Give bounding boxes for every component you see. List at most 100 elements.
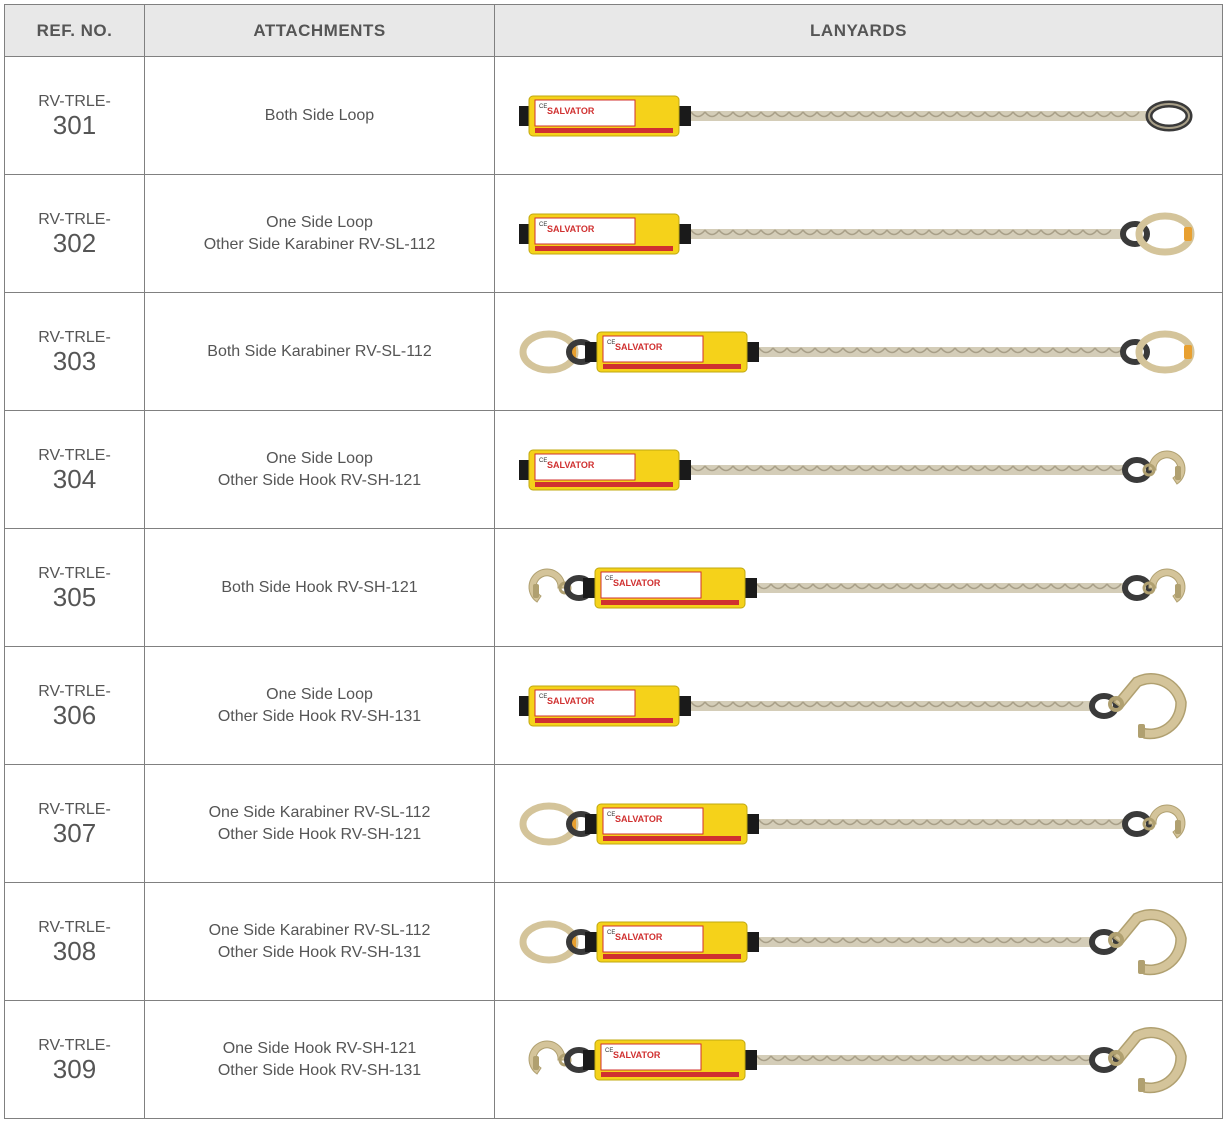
table-row: RV-TRLE- 308 One Side Karabiner RV-SL-11… <box>5 883 1223 1001</box>
attachment-line: One Side Loop <box>145 212 494 234</box>
ref-prefix: RV-TRLE- <box>5 800 144 819</box>
svg-text:CE: CE <box>607 812 615 818</box>
attachments-cell: Both Side Karabiner RV-SL-112 <box>145 293 495 411</box>
svg-text:CE: CE <box>607 930 615 936</box>
attachment-line: One Side Karabiner RV-SL-112 <box>145 802 494 824</box>
ref-number: 303 <box>5 347 144 376</box>
svg-text:SALVATOR: SALVATOR <box>615 342 663 352</box>
ref-prefix: RV-TRLE- <box>5 210 144 229</box>
ref-number: 307 <box>5 819 144 848</box>
attachment-line: One Side Hook RV-SH-121 <box>145 1038 494 1060</box>
lanyard-illustration: SALVATOR CE <box>519 1020 1199 1100</box>
ref-cell: RV-TRLE- 305 <box>5 529 145 647</box>
lanyard-illustration: SALVATOR CE <box>519 312 1199 392</box>
lanyard-illustration: SALVATOR CE <box>519 194 1199 274</box>
ref-number: 304 <box>5 465 144 494</box>
ref-prefix: RV-TRLE- <box>5 92 144 111</box>
attachment-line: Both Side Loop <box>145 105 494 127</box>
table-row: RV-TRLE- 309 One Side Hook RV-SH-121Othe… <box>5 1001 1223 1119</box>
ref-number: 306 <box>5 701 144 730</box>
attachments-cell: Both Side Loop <box>145 57 495 175</box>
ref-number: 305 <box>5 583 144 612</box>
lanyard-cell: SALVATOR CE <box>495 1001 1223 1119</box>
svg-text:SALVATOR: SALVATOR <box>615 932 663 942</box>
ref-prefix: RV-TRLE- <box>5 918 144 937</box>
ref-cell: RV-TRLE- 308 <box>5 883 145 1001</box>
table-row: RV-TRLE- 303 Both Side Karabiner RV-SL-1… <box>5 293 1223 411</box>
table-row: RV-TRLE- 304 One Side LoopOther Side Hoo… <box>5 411 1223 529</box>
svg-text:CE: CE <box>539 458 547 464</box>
svg-text:CE: CE <box>539 222 547 228</box>
svg-text:CE: CE <box>605 1048 613 1054</box>
svg-text:SALVATOR: SALVATOR <box>547 460 595 470</box>
attachments-cell: Both Side Hook RV-SH-121 <box>145 529 495 647</box>
attachment-line: Both Side Hook RV-SH-121 <box>145 577 494 599</box>
lanyard-illustration: SALVATOR CE <box>519 76 1199 156</box>
ref-cell: RV-TRLE- 304 <box>5 411 145 529</box>
ref-number: 308 <box>5 937 144 966</box>
lanyard-cell: SALVATOR CE <box>495 411 1223 529</box>
svg-text:CE: CE <box>539 694 547 700</box>
header-attachments: ATTACHMENTS <box>145 5 495 57</box>
ref-cell: RV-TRLE- 306 <box>5 647 145 765</box>
attachment-line: Other Side Hook RV-SH-131 <box>145 1060 494 1082</box>
attachments-cell: One Side LoopOther Side Hook RV-SH-121 <box>145 411 495 529</box>
lanyard-illustration: SALVATOR CE <box>519 902 1199 982</box>
lanyard-cell: SALVATOR CE <box>495 529 1223 647</box>
table-row: RV-TRLE- 305 Both Side Hook RV-SH-121 SA… <box>5 529 1223 647</box>
lanyard-cell: SALVATOR CE <box>495 175 1223 293</box>
ref-number: 301 <box>5 111 144 140</box>
header-lanyards: LANYARDS <box>495 5 1223 57</box>
attachments-cell: One Side LoopOther Side Hook RV-SH-131 <box>145 647 495 765</box>
ref-number: 302 <box>5 229 144 258</box>
svg-text:SALVATOR: SALVATOR <box>615 814 663 824</box>
svg-text:CE: CE <box>605 576 613 582</box>
ref-cell: RV-TRLE- 307 <box>5 765 145 883</box>
lanyard-cell: SALVATOR CE <box>495 765 1223 883</box>
ref-prefix: RV-TRLE- <box>5 1036 144 1055</box>
attachment-line: Both Side Karabiner RV-SL-112 <box>145 341 494 363</box>
svg-text:SALVATOR: SALVATOR <box>613 578 661 588</box>
attachment-line: One Side Loop <box>145 684 494 706</box>
table-row: RV-TRLE- 301 Both Side Loop SALVATOR CE <box>5 57 1223 175</box>
svg-text:SALVATOR: SALVATOR <box>613 1050 661 1060</box>
ref-number: 309 <box>5 1055 144 1084</box>
attachments-cell: One Side Karabiner RV-SL-112Other Side H… <box>145 883 495 1001</box>
attachment-line: Other Side Hook RV-SH-121 <box>145 470 494 492</box>
attachments-cell: One Side Hook RV-SH-121Other Side Hook R… <box>145 1001 495 1119</box>
ref-prefix: RV-TRLE- <box>5 682 144 701</box>
svg-text:CE: CE <box>607 340 615 346</box>
lanyard-illustration: SALVATOR CE <box>519 784 1199 864</box>
ref-prefix: RV-TRLE- <box>5 328 144 347</box>
table-header-row: REF. NO. ATTACHMENTS LANYARDS <box>5 5 1223 57</box>
ref-cell: RV-TRLE- 302 <box>5 175 145 293</box>
lanyard-cell: SALVATOR CE <box>495 293 1223 411</box>
lanyard-cell: SALVATOR CE <box>495 57 1223 175</box>
ref-prefix: RV-TRLE- <box>5 564 144 583</box>
attachment-line: One Side Loop <box>145 448 494 470</box>
attachments-cell: One Side Karabiner RV-SL-112Other Side H… <box>145 765 495 883</box>
attachment-line: Other Side Karabiner RV-SL-112 <box>145 234 494 256</box>
svg-text:SALVATOR: SALVATOR <box>547 106 595 116</box>
svg-text:CE: CE <box>539 104 547 110</box>
attachment-line: Other Side Hook RV-SH-131 <box>145 706 494 728</box>
attachments-cell: One Side LoopOther Side Karabiner RV-SL-… <box>145 175 495 293</box>
lanyard-cell: SALVATOR CE <box>495 647 1223 765</box>
attachment-line: One Side Karabiner RV-SL-112 <box>145 920 494 942</box>
table-row: RV-TRLE- 306 One Side LoopOther Side Hoo… <box>5 647 1223 765</box>
attachment-line: Other Side Hook RV-SH-121 <box>145 824 494 846</box>
svg-text:SALVATOR: SALVATOR <box>547 696 595 706</box>
attachment-line: Other Side Hook RV-SH-131 <box>145 942 494 964</box>
lanyard-illustration: SALVATOR CE <box>519 430 1199 510</box>
lanyard-reference-table: REF. NO. ATTACHMENTS LANYARDS RV-TRLE- 3… <box>4 4 1223 1119</box>
table-row: RV-TRLE- 307 One Side Karabiner RV-SL-11… <box>5 765 1223 883</box>
ref-prefix: RV-TRLE- <box>5 446 144 465</box>
lanyard-illustration: SALVATOR CE <box>519 666 1199 746</box>
ref-cell: RV-TRLE- 309 <box>5 1001 145 1119</box>
table-row: RV-TRLE- 302 One Side LoopOther Side Kar… <box>5 175 1223 293</box>
ref-cell: RV-TRLE- 301 <box>5 57 145 175</box>
lanyard-illustration: SALVATOR CE <box>519 548 1199 628</box>
ref-cell: RV-TRLE- 303 <box>5 293 145 411</box>
lanyard-cell: SALVATOR CE <box>495 883 1223 1001</box>
svg-text:SALVATOR: SALVATOR <box>547 224 595 234</box>
